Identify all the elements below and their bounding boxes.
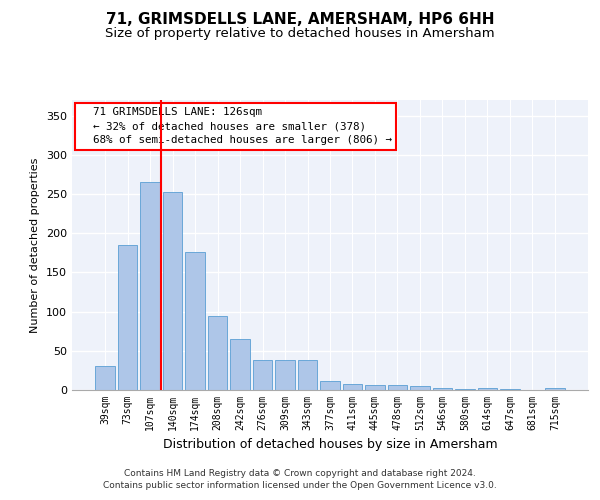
Bar — [208, 316, 227, 390]
Bar — [253, 360, 272, 390]
Bar — [365, 386, 385, 390]
Y-axis label: Number of detached properties: Number of detached properties — [31, 158, 40, 332]
X-axis label: Distribution of detached houses by size in Amersham: Distribution of detached houses by size … — [163, 438, 497, 452]
Bar — [320, 382, 340, 390]
Bar — [343, 384, 362, 390]
Bar — [275, 360, 295, 390]
Bar — [433, 388, 452, 390]
Bar — [95, 366, 115, 390]
Bar — [163, 192, 182, 390]
Text: Contains HM Land Registry data © Crown copyright and database right 2024.: Contains HM Land Registry data © Crown c… — [124, 468, 476, 477]
Bar — [500, 389, 520, 390]
Bar — [455, 389, 475, 390]
Bar — [185, 252, 205, 390]
Text: 71 GRIMSDELLS LANE: 126sqm
  ← 32% of detached houses are smaller (378)
  68% of: 71 GRIMSDELLS LANE: 126sqm ← 32% of deta… — [80, 108, 392, 146]
Bar — [118, 245, 137, 390]
Bar — [140, 182, 160, 390]
Bar — [298, 360, 317, 390]
Bar — [410, 386, 430, 390]
Bar — [230, 339, 250, 390]
Text: Contains public sector information licensed under the Open Government Licence v3: Contains public sector information licen… — [103, 481, 497, 490]
Text: Size of property relative to detached houses in Amersham: Size of property relative to detached ho… — [105, 28, 495, 40]
Text: 71, GRIMSDELLS LANE, AMERSHAM, HP6 6HH: 71, GRIMSDELLS LANE, AMERSHAM, HP6 6HH — [106, 12, 494, 28]
Bar — [478, 388, 497, 390]
Bar — [388, 386, 407, 390]
Bar — [545, 388, 565, 390]
